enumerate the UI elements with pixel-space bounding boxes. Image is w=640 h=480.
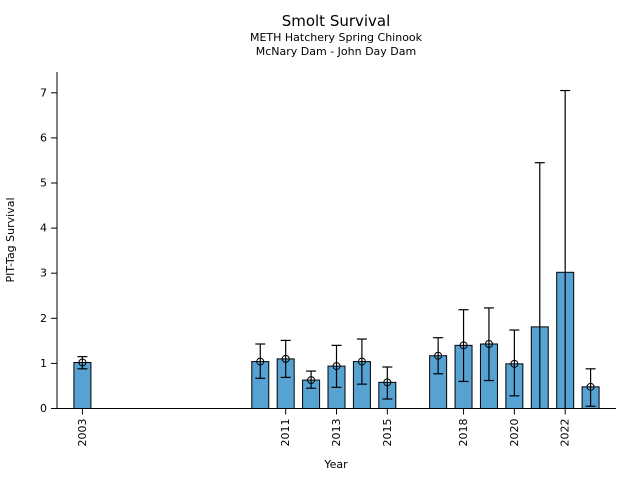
y-tick-label-3: 3 [40,267,47,280]
marker-2015 [383,378,392,387]
markers-group [78,340,595,391]
marker-2010 [256,357,265,366]
x-axis-label: Year [323,458,348,471]
y-axis-label: PIT-Tag Survival [4,197,17,282]
marker-2023 [586,382,595,391]
y-tick-label-5: 5 [40,176,47,189]
x-tick-label-2011: 2011 [279,419,292,447]
y-tick-label-1: 1 [40,357,47,370]
x-axis-ticks: 2003 2011 2013 2015 2018 2020 2022 [76,408,572,447]
y-tick-label-6: 6 [40,131,47,144]
marker-2012 [307,376,316,385]
marker-2017 [434,351,443,360]
error-bars-group [77,89,596,409]
x-tick-label-2015: 2015 [381,419,394,447]
bars-group [73,271,600,410]
y-axis-ticks: 0 1 2 3 4 5 6 7 [40,86,57,415]
chart-title: Smolt Survival [282,12,391,30]
x-tick-label-2013: 2013 [330,419,343,447]
y-tick-label-2: 2 [40,312,47,325]
y-tick-label-0: 0 [40,402,47,415]
chart-subtitle-line1: METH Hatchery Spring Chinook [250,31,423,44]
marker-2019 [484,340,493,349]
marker-2018 [459,341,468,350]
marker-2013 [332,362,341,371]
marker-2003 [78,358,87,367]
x-tick-label-2022: 2022 [559,419,572,447]
y-tick-label-4: 4 [40,222,47,235]
marker-2020 [510,359,519,368]
x-tick-label-2018: 2018 [457,419,470,447]
x-tick-label-2020: 2020 [508,419,521,447]
x-tick-label-2003: 2003 [76,419,89,447]
y-tick-label-7: 7 [40,86,47,99]
marker-2014 [357,357,366,366]
marker-2011 [281,354,290,363]
chart-subtitle-line2: McNary Dam - John Day Dam [256,45,416,58]
